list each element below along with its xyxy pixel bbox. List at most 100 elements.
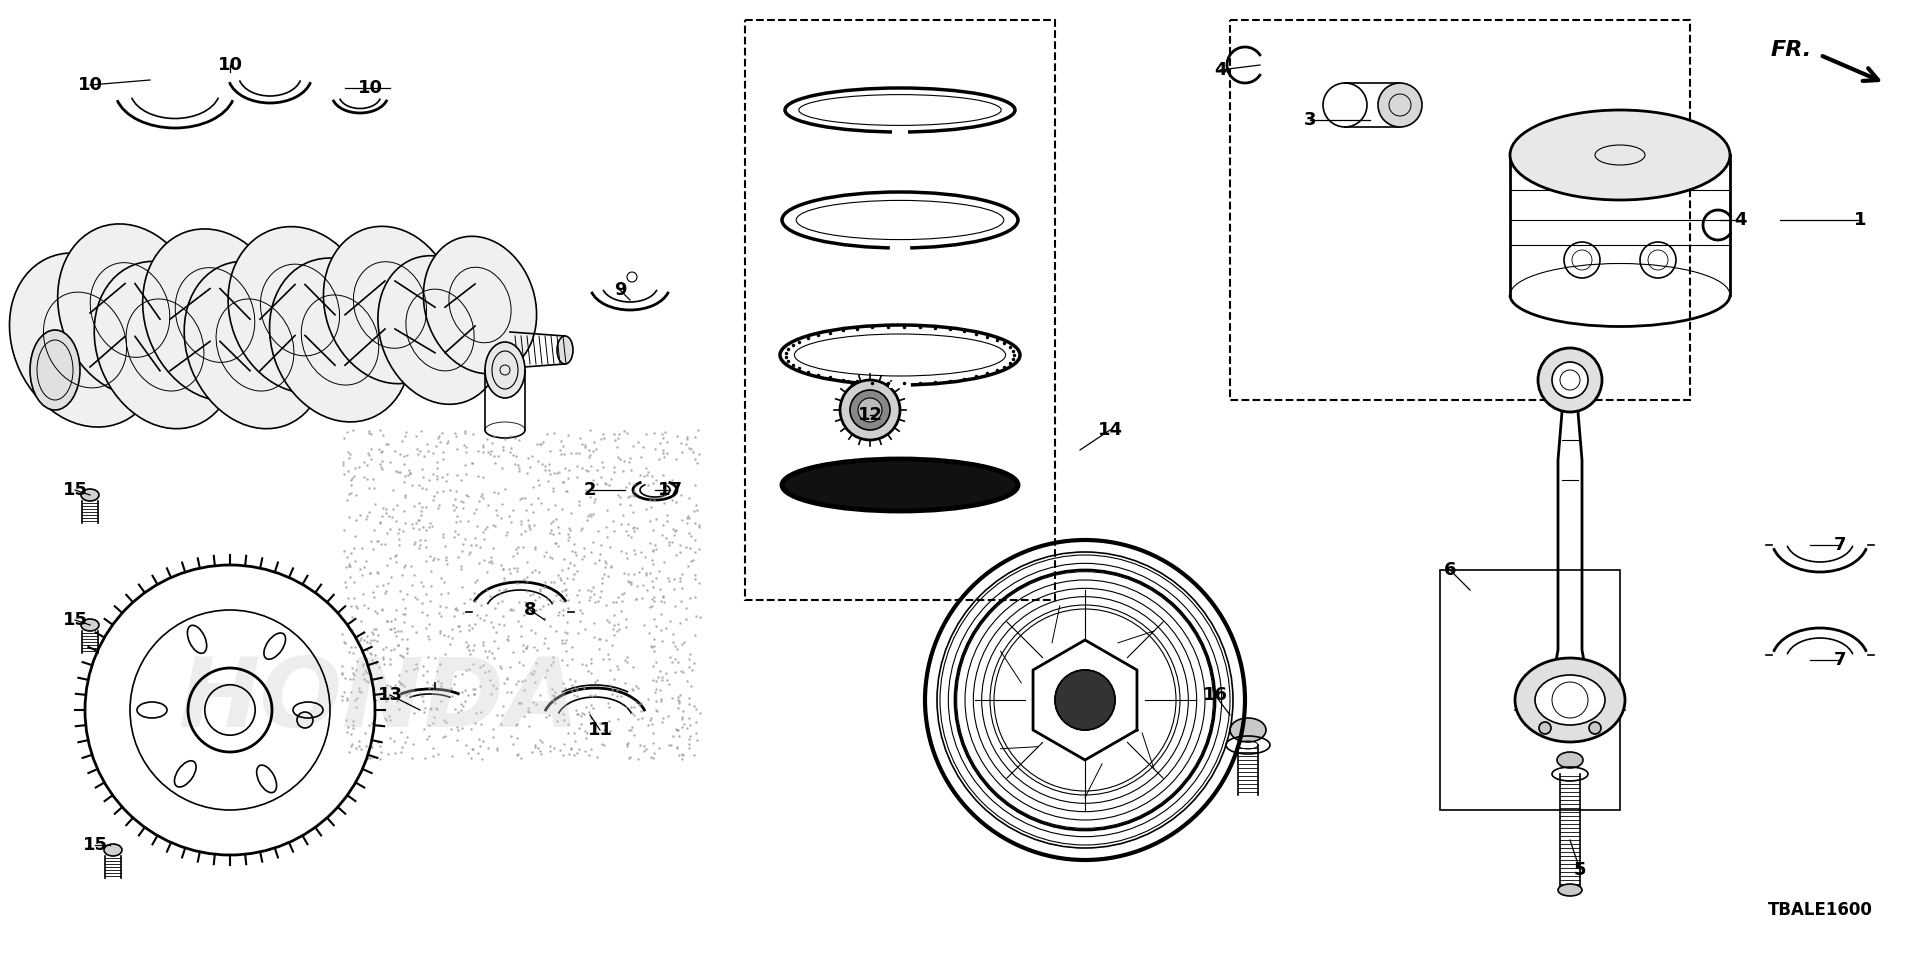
Point (336, 598, 367, 613)
Point (582, 463, 612, 478)
Point (424, 434, 455, 449)
Point (605, 451, 636, 467)
Point (647, 714, 678, 730)
Point (353, 447, 384, 463)
Point (593, 477, 624, 492)
Point (534, 743, 564, 758)
Point (547, 502, 578, 517)
Point (382, 694, 413, 709)
Point (369, 703, 399, 718)
Point (444, 618, 474, 634)
Point (676, 554, 707, 569)
Point (434, 636, 465, 651)
Point (455, 544, 486, 560)
Point (348, 587, 378, 602)
Point (390, 425, 420, 441)
Point (555, 741, 586, 756)
Point (384, 673, 415, 688)
Point (657, 690, 687, 706)
Point (553, 470, 584, 486)
Point (609, 586, 639, 601)
Point (570, 462, 601, 477)
Point (371, 436, 401, 451)
Point (447, 501, 478, 516)
Point (618, 520, 649, 536)
Ellipse shape (557, 336, 572, 364)
Text: 10: 10 (217, 56, 242, 74)
Point (651, 665, 682, 681)
Point (568, 548, 599, 564)
Point (609, 675, 639, 690)
Point (413, 472, 444, 488)
Point (501, 575, 532, 590)
Point (428, 712, 459, 728)
Text: FR.: FR. (1770, 40, 1812, 60)
Point (674, 729, 705, 744)
Point (382, 525, 413, 540)
Point (678, 553, 708, 568)
Point (399, 567, 430, 583)
Point (622, 434, 653, 449)
Point (618, 505, 649, 520)
Point (574, 447, 605, 463)
Point (559, 674, 589, 689)
Point (524, 686, 555, 702)
Point (419, 550, 449, 565)
Point (647, 443, 678, 458)
Point (474, 643, 505, 659)
Point (419, 740, 449, 756)
Point (513, 700, 543, 715)
Point (518, 639, 549, 655)
Point (612, 566, 643, 582)
Point (507, 491, 538, 506)
Point (674, 710, 705, 726)
Point (618, 484, 649, 499)
Point (397, 736, 428, 752)
Point (516, 564, 547, 580)
Point (572, 464, 603, 479)
Point (334, 450, 365, 466)
Point (580, 485, 611, 500)
Point (338, 646, 369, 661)
Point (657, 521, 687, 537)
Point (357, 627, 388, 642)
Point (453, 617, 484, 633)
Point (678, 444, 708, 459)
Point (540, 497, 570, 513)
Point (388, 504, 419, 519)
Point (513, 513, 543, 528)
Point (586, 431, 616, 446)
Point (396, 558, 426, 573)
Point (346, 507, 376, 522)
Point (670, 611, 701, 626)
Point (348, 659, 378, 674)
Point (545, 433, 576, 448)
Point (467, 438, 497, 453)
Point (355, 452, 386, 468)
Point (576, 742, 607, 757)
Point (680, 516, 710, 531)
Point (536, 515, 566, 530)
Point (459, 637, 490, 653)
Point (551, 582, 582, 597)
Point (505, 751, 536, 766)
Point (511, 569, 541, 585)
Point (407, 595, 438, 611)
Point (478, 620, 509, 636)
Ellipse shape (184, 261, 326, 429)
Point (453, 546, 484, 562)
Point (674, 736, 705, 752)
Point (501, 561, 532, 576)
Point (467, 752, 497, 767)
Point (340, 639, 371, 655)
Point (501, 448, 532, 464)
Point (459, 656, 490, 671)
Point (363, 442, 394, 457)
Point (624, 564, 655, 580)
Point (330, 560, 361, 575)
Point (538, 692, 568, 708)
Point (371, 584, 401, 599)
Point (380, 678, 411, 693)
Point (365, 422, 396, 438)
Point (432, 556, 463, 571)
